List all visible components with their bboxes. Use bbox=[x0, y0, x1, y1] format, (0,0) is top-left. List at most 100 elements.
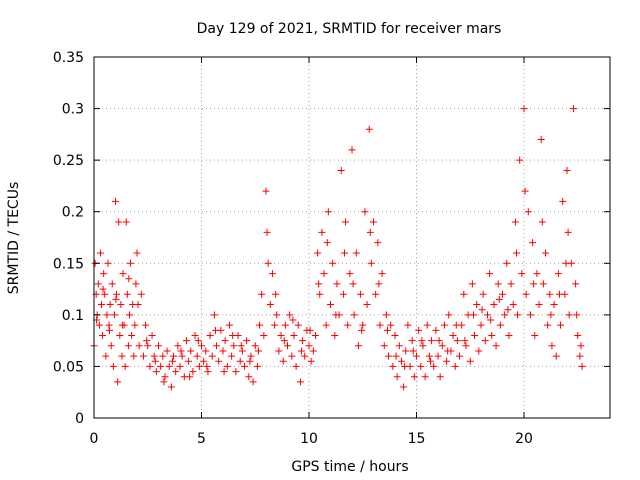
data-point bbox=[382, 311, 390, 319]
data-point bbox=[432, 326, 440, 334]
data-point bbox=[370, 218, 377, 226]
data-point bbox=[324, 208, 332, 216]
data-point bbox=[143, 337, 151, 345]
data-point bbox=[281, 321, 289, 329]
data-point bbox=[367, 259, 375, 267]
data-point bbox=[332, 311, 340, 319]
data-point bbox=[397, 357, 405, 365]
data-point bbox=[514, 311, 522, 319]
data-point bbox=[511, 218, 519, 226]
data-point bbox=[125, 311, 133, 319]
data-point bbox=[238, 347, 246, 355]
data-point bbox=[550, 301, 558, 309]
data-point bbox=[277, 331, 285, 339]
data-point bbox=[117, 301, 125, 309]
data-point bbox=[428, 337, 436, 345]
data-point bbox=[101, 290, 109, 298]
data-point bbox=[228, 352, 236, 360]
data-point bbox=[251, 342, 259, 350]
data-point bbox=[496, 321, 504, 329]
data-point bbox=[128, 331, 136, 339]
data-point bbox=[378, 270, 386, 278]
data-point bbox=[247, 352, 255, 360]
data-point bbox=[471, 331, 479, 339]
data-point bbox=[573, 311, 581, 319]
data-point bbox=[481, 337, 489, 345]
data-point bbox=[189, 368, 197, 376]
data-point bbox=[478, 306, 486, 314]
data-point bbox=[221, 337, 229, 345]
data-point bbox=[102, 352, 110, 360]
data-point bbox=[395, 342, 403, 350]
data-point bbox=[146, 362, 154, 370]
data-point bbox=[576, 352, 584, 360]
data-point bbox=[225, 321, 233, 329]
data-point bbox=[438, 342, 446, 350]
x-tick-label: 20 bbox=[515, 431, 533, 447]
data-point bbox=[237, 342, 245, 350]
data-point bbox=[118, 321, 126, 329]
data-point bbox=[260, 331, 268, 339]
data-point bbox=[456, 352, 463, 360]
data-point bbox=[461, 337, 469, 345]
data-point bbox=[292, 362, 300, 370]
data-point bbox=[223, 362, 231, 370]
data-point bbox=[103, 311, 111, 319]
data-point bbox=[337, 166, 345, 174]
data-point bbox=[99, 285, 107, 293]
data-point bbox=[366, 228, 374, 236]
data-point bbox=[352, 249, 360, 257]
data-point bbox=[131, 321, 139, 329]
data-point bbox=[275, 347, 283, 355]
data-point bbox=[112, 197, 119, 205]
y-axis-label: SRMTID / TECUs bbox=[6, 182, 22, 295]
data-point bbox=[518, 270, 526, 278]
data-point bbox=[538, 218, 546, 226]
data-point bbox=[475, 347, 483, 355]
data-point bbox=[524, 208, 532, 216]
y-tick-label: 0.1 bbox=[62, 308, 84, 324]
data-point bbox=[316, 290, 324, 298]
data-point bbox=[559, 197, 567, 205]
data-point bbox=[520, 105, 528, 113]
data-point bbox=[383, 326, 391, 334]
data-point bbox=[167, 383, 175, 391]
data-point bbox=[391, 331, 399, 339]
data-point bbox=[494, 280, 502, 288]
data-point bbox=[182, 337, 190, 345]
data-point bbox=[253, 362, 261, 370]
data-point bbox=[309, 347, 317, 355]
data-point bbox=[392, 352, 400, 360]
data-point bbox=[113, 290, 121, 298]
data-point bbox=[272, 290, 280, 298]
data-point bbox=[279, 357, 287, 365]
data-point bbox=[152, 368, 160, 376]
data-point bbox=[168, 357, 176, 365]
data-point bbox=[256, 321, 264, 329]
data-point bbox=[435, 337, 443, 345]
data-point bbox=[539, 280, 547, 288]
data-point bbox=[258, 290, 266, 298]
data-point bbox=[213, 342, 221, 350]
data-point bbox=[488, 331, 496, 339]
data-point bbox=[361, 208, 369, 216]
data-point bbox=[157, 362, 165, 370]
data-point bbox=[185, 357, 193, 365]
data-point bbox=[572, 280, 580, 288]
data-point bbox=[358, 326, 366, 334]
data-point bbox=[547, 311, 555, 319]
data-point bbox=[327, 301, 334, 309]
x-tick-label: 5 bbox=[197, 431, 206, 447]
data-point bbox=[393, 373, 401, 381]
data-point bbox=[289, 316, 297, 324]
y-tick-label: 0.05 bbox=[53, 359, 84, 375]
data-point bbox=[504, 306, 512, 314]
data-point bbox=[477, 321, 485, 329]
data-point bbox=[526, 311, 534, 319]
data-point bbox=[127, 259, 135, 267]
data-point bbox=[451, 362, 459, 370]
data-point bbox=[150, 352, 158, 360]
x-tick-label: 0 bbox=[90, 431, 99, 447]
data-point bbox=[544, 321, 552, 329]
data-point bbox=[323, 239, 331, 247]
